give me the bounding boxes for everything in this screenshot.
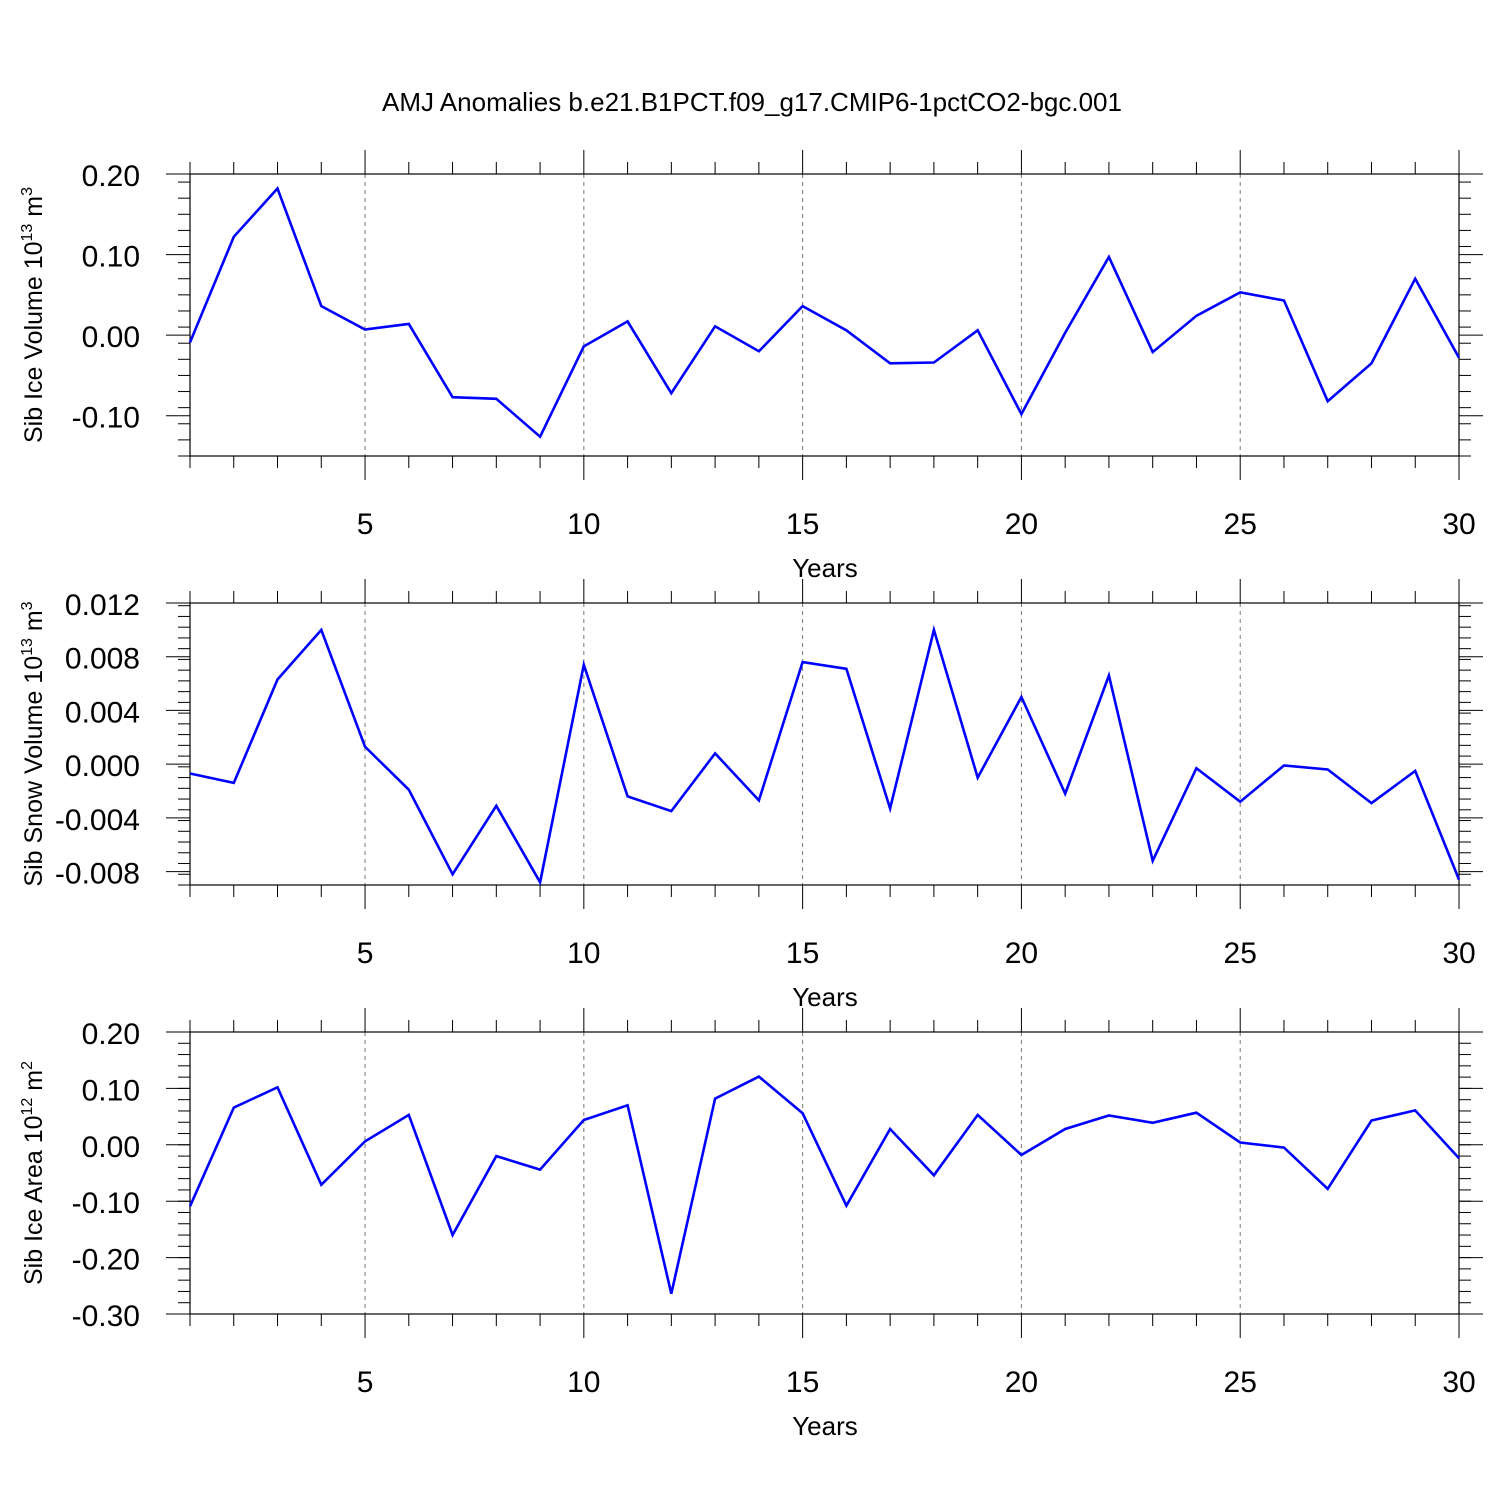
y-tick-label: -0.30	[72, 1300, 140, 1333]
y-tick-label: 0.008	[65, 643, 140, 676]
x-tick-label: 30	[1442, 508, 1475, 541]
y-tick-label: -0.008	[55, 858, 140, 891]
panel-1: 0.20 0.10 0.00 -0.10 5 10 15 20 25 30 Years Sib Ice…	[19, 150, 1483, 583]
x-tick-label: 30	[1442, 937, 1475, 970]
y-tick-label: -0.004	[55, 804, 140, 837]
y-tick-label: -0.10	[72, 402, 140, 435]
x-tick-label: 15	[786, 508, 819, 541]
y-tick-label: -0.20	[72, 1244, 140, 1277]
y-tick-label: -0.10	[72, 1187, 140, 1220]
series-line	[189, 624, 1461, 886]
panel-3: 0.20 0.10 0.00 -0.10 -0.20 -0.30 5 10 15 20 25 30 Ye…	[19, 1008, 1483, 1441]
x-tick-label: 30	[1442, 1366, 1475, 1399]
y-tick-label: 0.00	[82, 1131, 140, 1164]
y-axis-label: Sib Ice Volume 1013 m3	[19, 187, 48, 443]
panel-2: 0.012 0.008 0.004 0.000 -0.004 -0.008 5 10 15 20 2…	[19, 579, 1483, 1012]
figure-title: AMJ Anomalies b.e21.B1PCT.f09_g17.CMIP6-…	[382, 87, 1122, 117]
x-tick-label: 20	[1005, 1366, 1038, 1399]
x-tick-label: 5	[357, 937, 374, 970]
x-tick-label: 5	[357, 508, 374, 541]
x-tick-label: 25	[1224, 1366, 1257, 1399]
x-tick-label: 20	[1005, 937, 1038, 970]
x-tick-label: 15	[786, 937, 819, 970]
x-tick-label: 5	[357, 1366, 374, 1399]
series-line	[188, 1075, 1460, 1294]
series-line	[188, 186, 1461, 439]
y-tick-label: 0.20	[82, 1018, 140, 1051]
y-axis-label: Sib Ice Area 1012 m2	[19, 1061, 48, 1285]
y-tick-label: 0.10	[82, 241, 140, 274]
y-tick-label: 0.10	[82, 1074, 140, 1107]
x-tick-label: 10	[567, 1366, 600, 1399]
y-tick-label: 0.00	[82, 321, 140, 354]
x-tick-label: 25	[1224, 508, 1257, 541]
x-tick-label: 10	[567, 508, 600, 541]
y-axis-label: Sib Snow Volume 1013 m3	[19, 601, 48, 886]
plot-frame	[189, 173, 1460, 457]
x-tick-label: 15	[786, 1366, 819, 1399]
y-tick-label: 0.20	[82, 160, 140, 193]
x-tick-label: 20	[1005, 508, 1038, 541]
plot-frame	[189, 1031, 1460, 1315]
x-tick-label: 25	[1224, 937, 1257, 970]
panels: 0.20 0.10 0.00 -0.10 5 10 15 20 25 30 Years Sib Ice…	[19, 150, 1483, 1441]
y-tick-label: 0.004	[65, 696, 140, 729]
x-axis-label: Years	[792, 982, 858, 1012]
x-tick-label: 10	[567, 937, 600, 970]
y-tick-label: 0.000	[65, 750, 140, 783]
x-axis-label: Years	[792, 553, 858, 583]
plot-frame	[189, 602, 1460, 886]
x-axis-label: Years	[792, 1411, 858, 1441]
y-tick-label: 0.012	[65, 589, 140, 622]
